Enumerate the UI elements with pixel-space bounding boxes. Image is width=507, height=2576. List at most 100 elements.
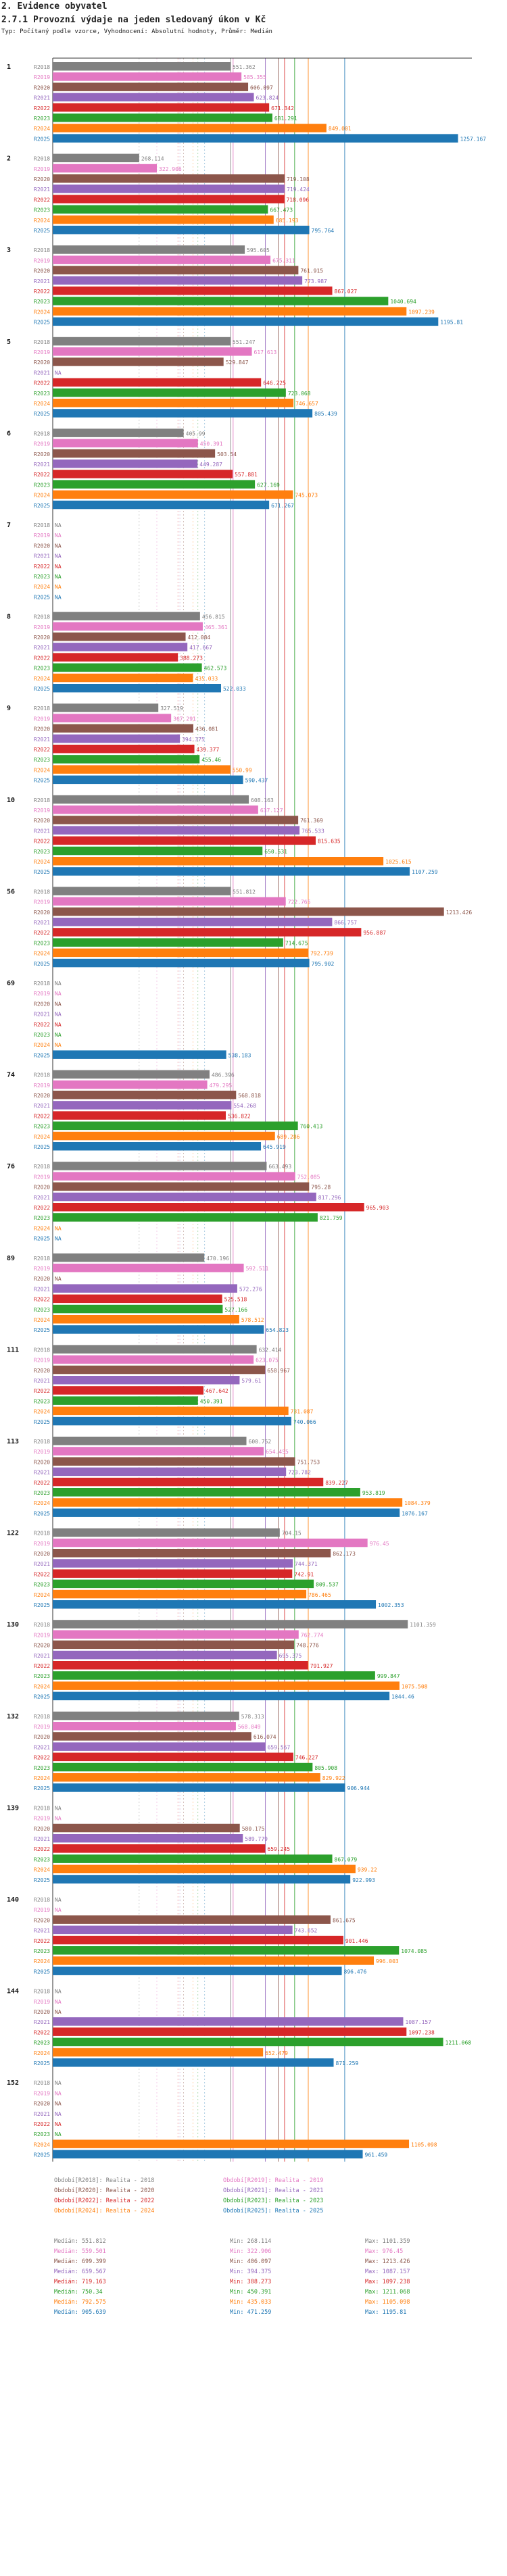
median-stat: Medián: 659.567: [54, 2269, 106, 2275]
series-label-r2022: R2022: [34, 1846, 50, 1852]
data-label: 795.28: [311, 1185, 331, 1191]
data-label: 522.033: [223, 686, 246, 692]
bar-56-r2025: [53, 958, 310, 968]
bar-130-r2023: [53, 1671, 375, 1680]
bar-140-r2024: [53, 1956, 375, 1965]
max-stat: Max: 1195.81: [365, 2309, 406, 2316]
series-label-r2018: R2018: [34, 981, 50, 987]
series-label-r2023: R2023: [34, 666, 50, 672]
series-label-r2020: R2020: [34, 818, 50, 824]
series-label-r2019: R2019: [34, 1266, 50, 1272]
series-label-r2018: R2018: [34, 889, 50, 895]
data-label: 956.887: [363, 930, 386, 936]
series-label-r2021: R2021: [34, 1744, 50, 1750]
series-label-r2019: R2019: [34, 1632, 50, 1638]
bar-132-r2019: [53, 1722, 236, 1731]
bar-130-r2024: [53, 1681, 400, 1690]
group-label: 122: [7, 1530, 19, 1537]
max-stat: Max: 1101.359: [365, 2238, 410, 2245]
series-label-r2019: R2019: [34, 1999, 50, 2005]
data-label: 723.782: [288, 1470, 311, 1476]
series-label-r2019: R2019: [34, 1449, 50, 1455]
series-label-r2025: R2025: [34, 778, 50, 784]
data-label: 740.066: [293, 1419, 316, 1425]
series-label-r2019: R2019: [34, 716, 50, 722]
series-label-r2023: R2023: [34, 207, 50, 214]
bar-132-r2022: [53, 1752, 293, 1762]
na-label: NA: [55, 1032, 62, 1038]
series-label-r2019: R2019: [34, 991, 50, 997]
min-stat: Min: 450.391: [230, 2289, 271, 2296]
bar-1-r2022: [53, 103, 270, 112]
data-label: 572.276: [239, 1286, 262, 1292]
data-label: 731.087: [291, 1409, 314, 1415]
series-label-r2024: R2024: [34, 1042, 50, 1048]
legend-entry: Období[R2024]: Realita - 2024: [54, 2208, 154, 2214]
bar-139-r2024: [53, 1864, 356, 1874]
series-label-r2021: R2021: [34, 828, 50, 834]
bar-74-r2022: [53, 1111, 226, 1120]
bar-1-r2018: [53, 62, 231, 71]
bar-113-r2018: [53, 1437, 247, 1445]
series-label-r2021: R2021: [34, 1286, 50, 1292]
bar-10-r2020: [53, 816, 299, 824]
data-label: 551.247: [233, 339, 256, 345]
data-label: 1084.379: [404, 1500, 431, 1506]
data-label: 752.085: [297, 1174, 320, 1180]
bar-144-r2021: [53, 2017, 404, 2026]
data-label: 866.757: [334, 920, 357, 926]
data-label: 809.537: [316, 1582, 339, 1588]
group-label: 6: [7, 430, 11, 437]
bar-113-r2025: [53, 1508, 400, 1517]
series-label-r2025: R2025: [34, 1236, 50, 1242]
data-label: 722.765: [288, 899, 311, 906]
data-label: 550.99: [233, 767, 252, 773]
bar-132-r2023: [53, 1762, 313, 1772]
bar-89-r2022: [53, 1294, 222, 1304]
data-label: 867.079: [335, 1856, 358, 1862]
legend-entry: Období[R2021]: Realita - 2021: [223, 2187, 323, 2194]
series-label-r2020: R2020: [34, 1459, 50, 1465]
series-label-r2020: R2020: [34, 451, 50, 457]
na-label: NA: [55, 1999, 62, 2005]
series-label-r2024: R2024: [34, 2050, 50, 2056]
series-label-r2023: R2023: [34, 940, 50, 946]
data-label: 1025.615: [385, 859, 412, 865]
series-label-r2025: R2025: [34, 503, 50, 509]
series-label-r2022: R2022: [34, 1755, 50, 1761]
series-label-r2021: R2021: [34, 187, 50, 193]
data-label: 742.91: [294, 1571, 314, 1577]
data-label: 405.99: [186, 430, 206, 437]
bar-3-r2024: [53, 307, 407, 316]
data-label: 671.342: [271, 105, 294, 112]
series-label-r2022: R2022: [34, 1571, 50, 1577]
series-label-r2025: R2025: [34, 1877, 50, 1883]
data-label: 1097.238: [408, 2029, 435, 2035]
data-label: 327.519: [160, 705, 183, 712]
bar-76-r2021: [53, 1192, 316, 1202]
series-label-r2020: R2020: [34, 268, 50, 274]
bar-113-r2021: [53, 1467, 287, 1477]
na-label: NA: [55, 2080, 62, 2086]
bar-10-r2019: [53, 806, 258, 814]
series-label-r2023: R2023: [34, 574, 50, 580]
series-label-r2024: R2024: [34, 951, 50, 957]
series-label-r2018: R2018: [34, 522, 50, 528]
series-label-r2018: R2018: [34, 1531, 50, 1537]
data-label: 1087.157: [405, 2019, 431, 2025]
data-label: 536.822: [228, 1113, 251, 1119]
bar-130-r2021: [53, 1650, 277, 1660]
data-label: 714.675: [285, 940, 308, 946]
max-stat: Max: 1213.426: [365, 2258, 410, 2265]
bar-111-r2020: [53, 1365, 266, 1374]
series-label-r2019: R2019: [34, 1907, 50, 1913]
bar-140-r2022: [53, 1935, 343, 1945]
data-label: 1105.098: [411, 2141, 437, 2148]
max-stat: Max: 1097.238: [365, 2279, 410, 2285]
data-label: 637.127: [260, 808, 283, 814]
series-label-r2023: R2023: [34, 1032, 50, 1038]
data-label: 525.518: [224, 1297, 247, 1303]
bar-113-r2022: [53, 1477, 324, 1487]
series-label-r2024: R2024: [34, 676, 50, 682]
series-label-r2023: R2023: [34, 1765, 50, 1771]
